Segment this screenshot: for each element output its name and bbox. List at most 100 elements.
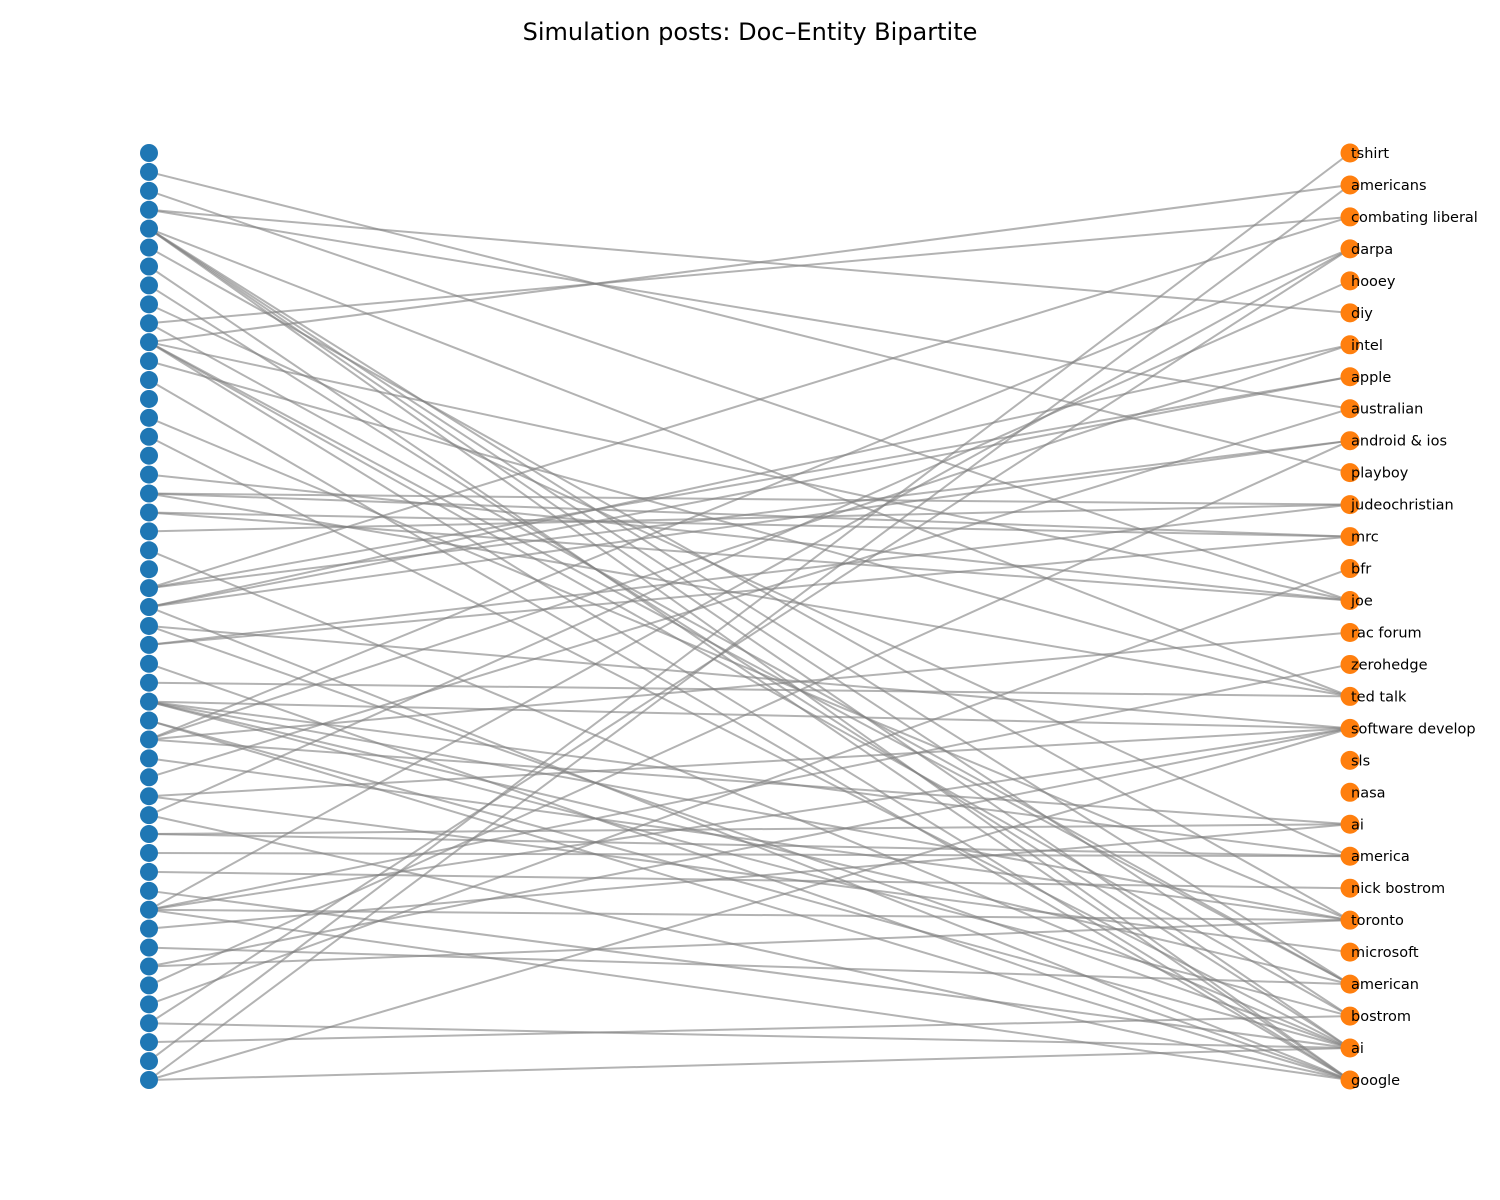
entity-label: zerohedge	[1351, 657, 1428, 673]
entity-node	[1340, 814, 1360, 834]
edge	[148, 738, 1351, 826]
doc-node	[140, 900, 158, 919]
edge	[148, 535, 1351, 646]
doc-node	[140, 919, 158, 938]
entity-node	[1340, 622, 1360, 642]
doc-node	[140, 541, 158, 560]
entity-node	[1340, 303, 1360, 323]
entity-node	[1340, 559, 1360, 579]
edge	[148, 870, 1351, 890]
edge	[148, 503, 1351, 646]
entity-label: americans	[1351, 178, 1427, 194]
entity-label: apple	[1351, 370, 1391, 386]
doc-node	[140, 465, 158, 484]
entity-label: mrc	[1351, 530, 1379, 546]
entity-node-layer	[1340, 143, 1360, 1090]
entity-node	[1340, 335, 1360, 355]
entity-label: bostrom	[1351, 1009, 1411, 1025]
doc-node	[140, 446, 158, 465]
doc-node	[140, 881, 158, 900]
edge	[148, 1047, 1351, 1081]
entity-node	[1340, 1038, 1360, 1058]
edge	[148, 208, 1351, 314]
edge	[148, 343, 1351, 741]
edge	[148, 227, 1351, 698]
entity-label: judeochristian	[1350, 498, 1454, 514]
doc-node	[140, 1052, 158, 1071]
edge	[148, 851, 1351, 858]
doc-node	[140, 560, 158, 579]
entity-node	[1340, 686, 1360, 706]
entity-label: sls	[1351, 753, 1370, 769]
entity-node	[1340, 367, 1360, 387]
entity-label: microsoft	[1351, 945, 1419, 961]
doc-node	[140, 1033, 158, 1052]
edge	[148, 503, 1351, 533]
doc-node	[140, 181, 158, 200]
edge	[148, 435, 1351, 1049]
doc-node	[140, 579, 158, 598]
doc-node	[140, 825, 158, 844]
edge	[148, 322, 1351, 985]
doc-node	[140, 238, 158, 257]
edge	[148, 727, 1351, 1081]
edge	[148, 341, 1351, 602]
edge	[148, 341, 1351, 1081]
entity-label: google	[1351, 1073, 1400, 1089]
edge	[148, 662, 1351, 1081]
doc-node	[140, 749, 158, 768]
entity-node	[1340, 591, 1360, 611]
doc-node	[140, 768, 158, 787]
edge-layer	[148, 152, 1351, 1081]
doc-node	[140, 957, 158, 976]
entity-node	[1340, 750, 1360, 770]
edge	[148, 946, 1351, 986]
doc-node	[140, 389, 158, 408]
entity-node	[1340, 143, 1360, 163]
edge	[148, 248, 1351, 911]
chart-title: Simulation posts: Doc–Entity Bipartite	[522, 18, 978, 46]
doc-node	[140, 616, 158, 635]
doc-node	[140, 730, 158, 749]
doc-node	[140, 806, 158, 825]
edge	[148, 727, 1351, 911]
edge	[148, 341, 1351, 985]
entity-label: diy	[1351, 306, 1373, 322]
edge	[148, 227, 1351, 1049]
doc-node	[140, 352, 158, 371]
entity-label: joe	[1350, 594, 1373, 610]
entity-label: bfr	[1351, 562, 1371, 578]
doc-node	[140, 314, 158, 333]
entity-node	[1340, 1006, 1360, 1026]
entity-label: america	[1351, 849, 1410, 865]
edge	[148, 215, 1351, 325]
edge	[148, 247, 1351, 741]
edge	[148, 343, 1351, 609]
edge	[148, 439, 1351, 609]
entity-label: rac forum	[1351, 625, 1422, 641]
entity-label: intel	[1351, 338, 1383, 354]
entity-node	[1340, 910, 1360, 930]
edge	[148, 492, 1351, 506]
entity-label: ai	[1351, 1041, 1364, 1057]
entity-label: australian	[1351, 402, 1423, 418]
edge	[148, 719, 1351, 1049]
edge	[148, 183, 1351, 344]
edge	[148, 795, 1351, 954]
entity-label: playboy	[1351, 466, 1409, 482]
entity-node	[1340, 1070, 1360, 1090]
edge	[148, 1015, 1351, 1044]
doc-node	[140, 333, 158, 352]
doc-node	[140, 144, 158, 162]
edge	[148, 284, 1351, 1049]
edge	[148, 823, 1351, 836]
entity-label: darpa	[1351, 242, 1393, 258]
entity-node	[1340, 878, 1360, 898]
entity-node	[1340, 431, 1360, 451]
entity-node	[1340, 527, 1360, 547]
edge	[148, 215, 1351, 590]
edge	[148, 700, 1351, 986]
edge	[148, 814, 1351, 1081]
edge	[148, 1022, 1351, 1050]
